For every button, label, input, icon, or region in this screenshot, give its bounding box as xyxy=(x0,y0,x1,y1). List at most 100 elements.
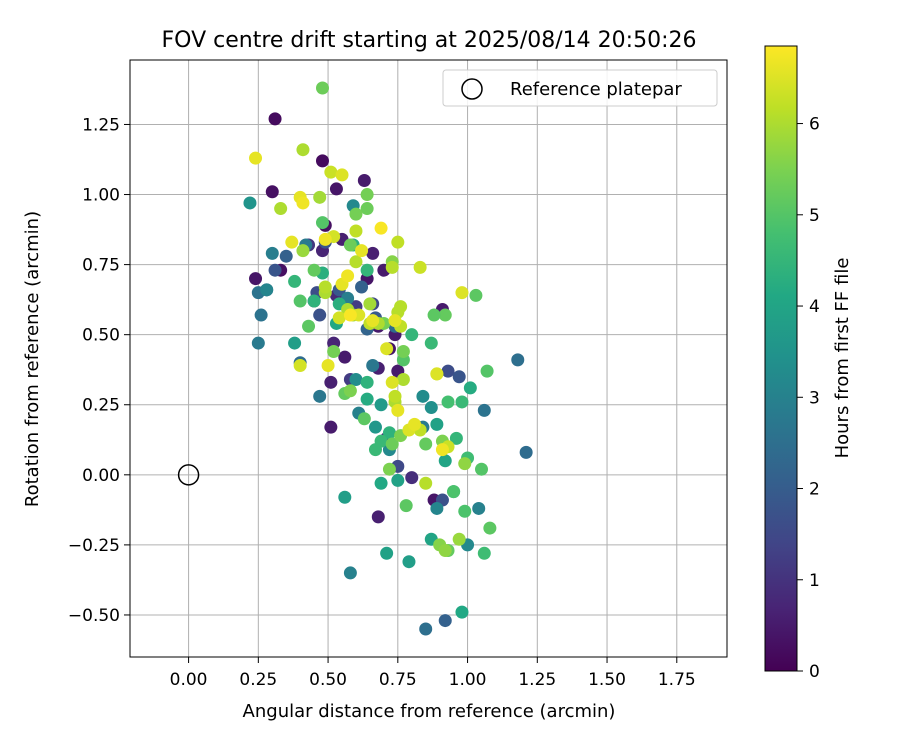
scatter-point xyxy=(288,274,302,288)
scatter-point xyxy=(511,353,525,367)
y-tick-label: 0.00 xyxy=(82,466,120,486)
scatter-point xyxy=(343,566,357,580)
scatter-point xyxy=(391,235,405,249)
scatter-point xyxy=(279,249,293,263)
scatter-point xyxy=(243,196,257,210)
scatter-point xyxy=(441,364,455,378)
scatter-point xyxy=(416,389,430,403)
scatter-point xyxy=(452,370,466,384)
scatter-point xyxy=(324,165,338,179)
scatter-point xyxy=(355,280,369,294)
scatter-point xyxy=(324,375,338,389)
y-tick-label: 0.25 xyxy=(82,396,120,416)
scatter-point xyxy=(477,403,491,417)
x-tick-label: 0.50 xyxy=(309,670,347,690)
colorbar-ticks: 0 1 2 3 4 5 6 xyxy=(797,115,820,682)
scatter-point xyxy=(438,308,452,322)
scatter-point xyxy=(332,311,346,325)
scatter-point xyxy=(385,437,399,451)
x-tick-label: 1.50 xyxy=(588,670,626,690)
scatter-point xyxy=(355,244,369,258)
scatter-point xyxy=(249,151,263,165)
colorbar-tick-label: 0 xyxy=(809,662,820,682)
scatter-point xyxy=(385,260,399,274)
scatter-point xyxy=(360,202,374,216)
scatter-point xyxy=(374,221,388,235)
scatter-point xyxy=(480,364,494,378)
scatter-point xyxy=(463,381,477,395)
legend-marker-reference xyxy=(461,78,483,100)
scatter-point xyxy=(424,336,438,350)
scatter-point xyxy=(438,454,452,468)
legend-label-reference: Reference platepar xyxy=(510,79,682,100)
scatter-point xyxy=(285,235,299,249)
scatter-point xyxy=(430,501,444,515)
scatter-point xyxy=(475,462,489,476)
scatter-point xyxy=(313,308,327,322)
scatter-point xyxy=(380,546,394,560)
scatter-point xyxy=(405,471,419,485)
scatter-point xyxy=(472,501,486,515)
colorbar-tick-label: 1 xyxy=(809,571,820,591)
scatter-point xyxy=(318,232,332,246)
y-tick-label: 1.00 xyxy=(82,186,120,206)
scatter-point xyxy=(455,286,469,300)
scatter-point xyxy=(385,375,399,389)
scatter-point xyxy=(315,154,329,168)
x-axis-ticks: 0.00 0.25 0.50 0.75 1.00 1.25 1.50 1.75 xyxy=(170,657,696,690)
scatter-point xyxy=(343,238,357,252)
scatter-point xyxy=(374,476,388,490)
scatter-point xyxy=(357,174,371,188)
y-axis-ticks: −0.50 −0.25 0.00 0.25 0.50 0.75 1.00 1.25 xyxy=(68,115,130,626)
reference-marker-group xyxy=(177,464,200,486)
scatter-point xyxy=(360,392,374,406)
scatter-point xyxy=(477,546,491,560)
scatter-point xyxy=(366,314,380,328)
scatter-point xyxy=(408,417,422,431)
plot-area xyxy=(130,60,727,657)
scatter-point xyxy=(427,308,441,322)
colorbar-tick-label: 2 xyxy=(809,480,820,500)
scatter-point xyxy=(343,384,357,398)
scatter-point xyxy=(449,431,463,445)
legend: Reference platepar xyxy=(442,69,718,107)
colorbar-tick-label: 4 xyxy=(809,297,820,317)
colorbar: 0 1 2 3 4 5 6 Hours from first FF file xyxy=(764,45,853,682)
scatter-point xyxy=(268,263,282,277)
scatter-point xyxy=(458,457,472,471)
scatter-point xyxy=(430,367,444,381)
reference-platepar-marker xyxy=(177,464,200,486)
scatter-point xyxy=(455,395,469,409)
scatter-point xyxy=(363,297,377,311)
scatter-point xyxy=(483,521,497,535)
scatter-point xyxy=(382,426,396,440)
scatter-point xyxy=(341,269,355,283)
colorbar-tick-label: 5 xyxy=(809,206,820,226)
scatter-point xyxy=(419,622,433,636)
scatter-point xyxy=(338,350,352,364)
scatter-point xyxy=(329,182,343,196)
x-tick-label: 1.00 xyxy=(449,670,487,690)
scatter-point xyxy=(315,216,329,230)
scatter-point xyxy=(399,499,413,513)
x-tick-label: 1.25 xyxy=(518,670,556,690)
scatter-point xyxy=(318,280,332,294)
scatter-point xyxy=(405,328,419,342)
scatter-point xyxy=(519,445,533,459)
scatter-point xyxy=(366,359,380,373)
y-tick-label: −0.25 xyxy=(68,536,120,556)
scatter-point xyxy=(374,398,388,412)
scatter-point xyxy=(419,476,433,490)
scatter-point xyxy=(343,308,357,322)
scatter-point xyxy=(335,168,349,182)
x-axis-label: Angular distance from reference (arcmin) xyxy=(243,701,616,722)
scatter-point xyxy=(349,224,363,238)
x-tick-label: 0.75 xyxy=(379,670,417,690)
scatter-point xyxy=(435,443,449,457)
x-tick-label: 0.00 xyxy=(170,670,208,690)
scatter-point xyxy=(293,359,307,373)
scatter-point xyxy=(368,420,382,434)
scatter-point xyxy=(391,403,405,417)
scatter-point xyxy=(349,207,363,221)
